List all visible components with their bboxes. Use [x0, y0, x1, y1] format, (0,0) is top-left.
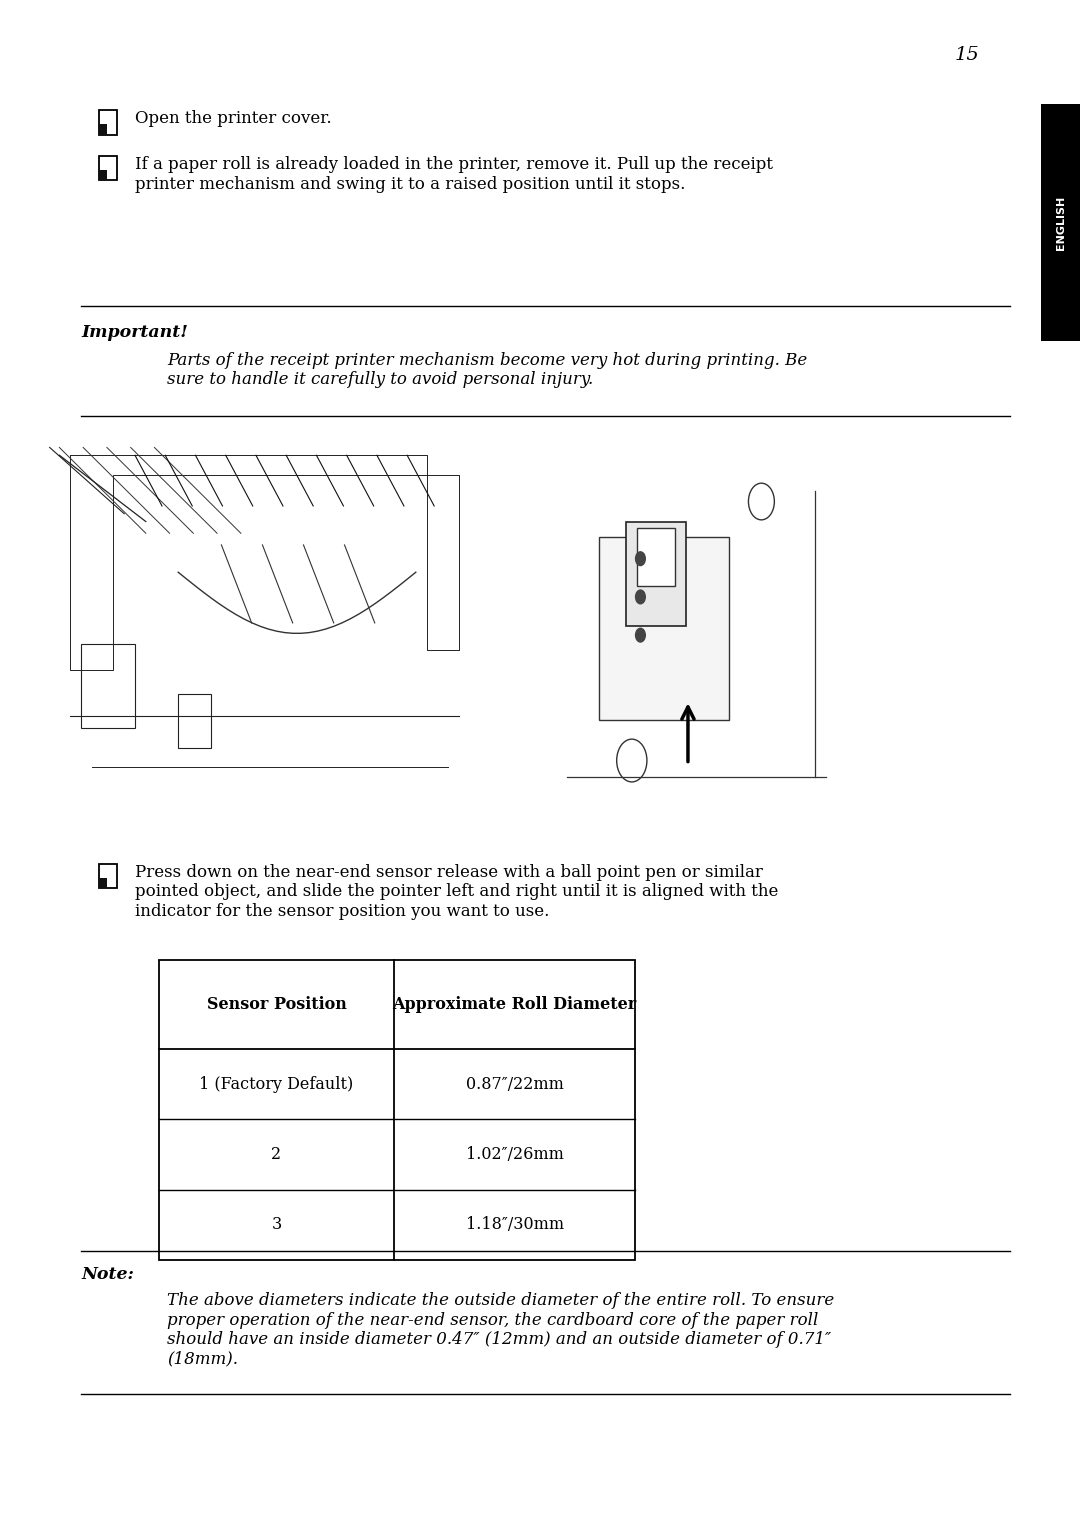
Bar [637, 528, 675, 586]
Bar [159, 960, 635, 1260]
Text: Important!: Important! [81, 324, 188, 341]
Bar [99, 878, 107, 888]
Text: Open the printer cover.: Open the printer cover. [135, 110, 332, 127]
Text: Note:: Note: [81, 1266, 134, 1283]
Text: 15: 15 [955, 46, 978, 64]
Bar [626, 521, 686, 625]
Text: The above diameters indicate the outside diameter of the entire roll. To ensure
: The above diameters indicate the outside… [167, 1292, 835, 1368]
Text: 3: 3 [271, 1216, 282, 1234]
Text: 0.87″/22mm: 0.87″/22mm [465, 1075, 564, 1093]
Circle shape [635, 552, 646, 566]
Text: Parts of the receipt printer mechanism become very hot during printing. Be
sure : Parts of the receipt printer mechanism b… [167, 352, 808, 388]
Text: If a paper roll is already loaded in the printer, remove it. Pull up the receipt: If a paper roll is already loaded in the… [135, 156, 773, 193]
Text: 1 (Factory Default): 1 (Factory Default) [200, 1075, 353, 1093]
Bar [99, 156, 117, 180]
Text: 1.02″/26mm: 1.02″/26mm [465, 1145, 564, 1164]
Bar [99, 110, 117, 135]
Text: ENGLISH: ENGLISH [1055, 196, 1066, 249]
Bar [99, 170, 107, 180]
Text: Approximate Roll Diameter: Approximate Roll Diameter [392, 995, 637, 1014]
Bar [81, 644, 135, 728]
Text: Sensor Position: Sensor Position [206, 995, 347, 1014]
Bar [99, 864, 117, 888]
Circle shape [635, 628, 646, 642]
Text: 1.18″/30mm: 1.18″/30mm [465, 1216, 564, 1234]
Bar [178, 694, 211, 748]
Bar [99, 124, 107, 135]
Circle shape [635, 590, 646, 604]
Text: 2: 2 [271, 1145, 282, 1164]
Text: Press down on the near-end sensor release with a ball point pen or similar
point: Press down on the near-end sensor releas… [135, 864, 779, 920]
Bar [1041, 104, 1080, 341]
Bar [599, 537, 729, 720]
